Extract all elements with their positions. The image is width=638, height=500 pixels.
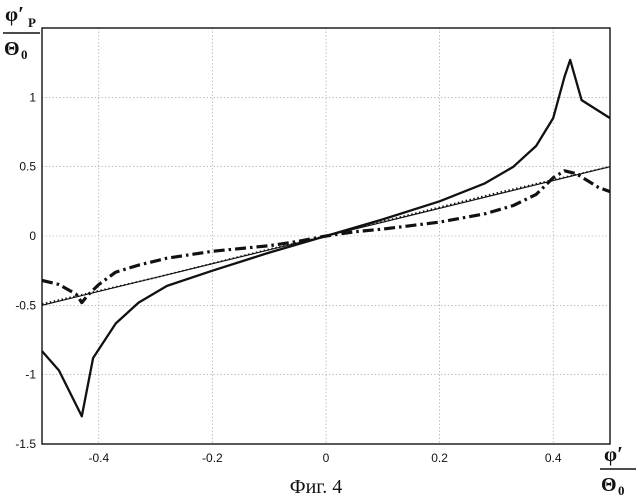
x-label-denominator: Θ: [601, 474, 617, 496]
x-tick-label: 0: [323, 451, 330, 465]
y-label-numerator-subscript: P: [28, 15, 36, 30]
x-label-denominator-subscript: 0: [618, 483, 625, 498]
y-label-denominator: Θ: [4, 38, 20, 60]
series-line-dash-dot: [42, 171, 610, 303]
figure-caption: Фиг. 4: [290, 476, 342, 498]
y-axis-label: φ′ P Θ 0: [3, 2, 40, 62]
x-tick-label: 0.2: [431, 451, 448, 465]
x-tick-label: -0.4: [88, 451, 109, 465]
y-tick-label: 1: [29, 90, 36, 104]
y-tick-label: 0.5: [19, 160, 36, 174]
y-tick-label: -0.5: [15, 298, 36, 312]
y-tick-label: -1: [25, 368, 36, 382]
y-tick-label: -1.5: [15, 437, 36, 451]
y-label-numerator: φ′: [5, 2, 24, 26]
tick-labels: -0.4 -0.2 0 0.2 0.4 -1.5 -1 -0.5 0 0.5 1: [15, 90, 562, 465]
x-tick-label: 0.4: [545, 451, 562, 465]
x-axis-label: φ′ Θ 0: [600, 442, 636, 498]
x-tick-label: -0.2: [202, 451, 223, 465]
y-label-denominator-subscript: 0: [21, 47, 28, 62]
y-tick-label: 0: [29, 229, 36, 243]
x-label-numerator: φ′: [604, 442, 623, 466]
